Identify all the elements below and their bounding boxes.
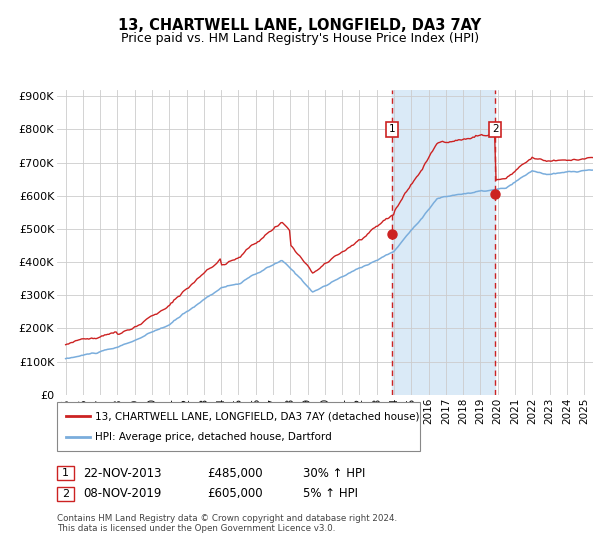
Text: 30% ↑ HPI: 30% ↑ HPI	[303, 466, 365, 480]
Text: Contains HM Land Registry data © Crown copyright and database right 2024.
This d: Contains HM Land Registry data © Crown c…	[57, 514, 397, 534]
Text: 1: 1	[389, 124, 395, 134]
Text: 13, CHARTWELL LANE, LONGFIELD, DA3 7AY: 13, CHARTWELL LANE, LONGFIELD, DA3 7AY	[118, 18, 482, 33]
Text: 08-NOV-2019: 08-NOV-2019	[83, 487, 161, 501]
Text: 13, CHARTWELL LANE, LONGFIELD, DA3 7AY (detached house): 13, CHARTWELL LANE, LONGFIELD, DA3 7AY (…	[95, 411, 419, 421]
Text: 22-NOV-2013: 22-NOV-2013	[83, 466, 161, 480]
Text: 5% ↑ HPI: 5% ↑ HPI	[303, 487, 358, 501]
Text: HPI: Average price, detached house, Dartford: HPI: Average price, detached house, Dart…	[95, 432, 332, 442]
Text: Price paid vs. HM Land Registry's House Price Index (HPI): Price paid vs. HM Land Registry's House …	[121, 32, 479, 45]
Bar	[392, 90, 495, 395]
Text: 1: 1	[62, 468, 69, 478]
Text: £605,000: £605,000	[207, 487, 263, 501]
Text: £485,000: £485,000	[207, 466, 263, 480]
Text: 2: 2	[62, 489, 69, 499]
Text: 2: 2	[492, 124, 499, 134]
